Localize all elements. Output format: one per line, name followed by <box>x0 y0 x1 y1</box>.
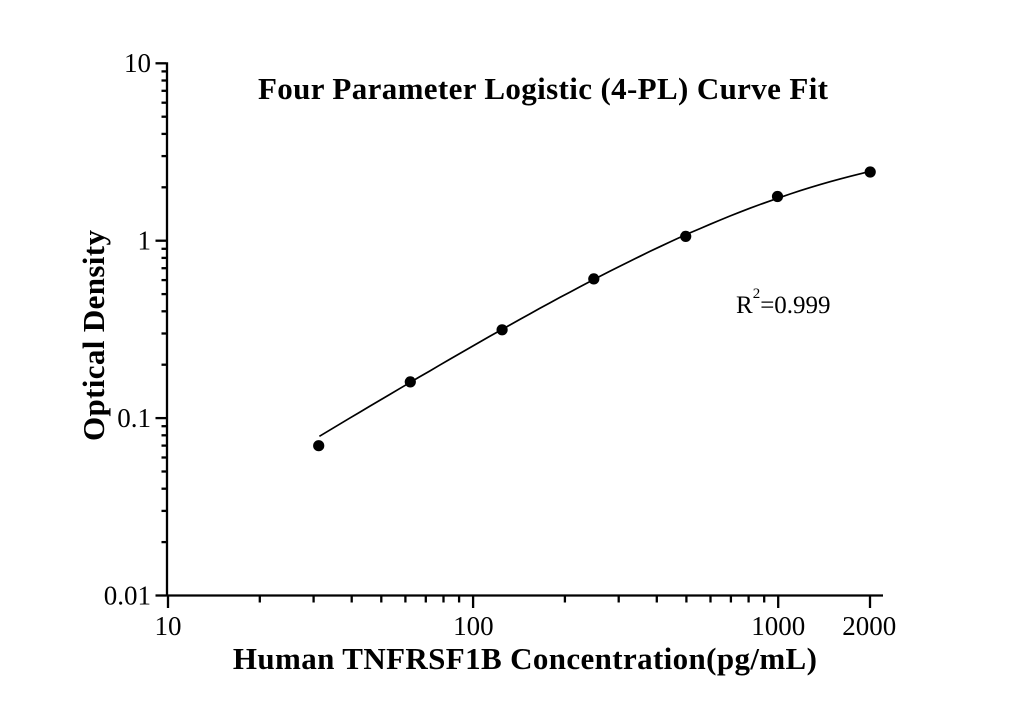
svg-text:R2=0.999: R2=0.999 <box>736 286 831 319</box>
svg-text:Optical Density: Optical Density <box>76 230 111 442</box>
svg-text:Four Parameter Logistic (4-PL): Four Parameter Logistic (4-PL) Curve Fit <box>258 71 829 106</box>
svg-text:Human TNFRSF1B Concentration(p: Human TNFRSF1B Concentration(pg/mL) <box>233 641 817 676</box>
svg-text:10: 10 <box>124 48 151 78</box>
svg-text:1000: 1000 <box>751 611 805 641</box>
svg-text:100: 100 <box>453 611 494 641</box>
svg-text:10: 10 <box>155 611 182 641</box>
svg-text:0.1: 0.1 <box>117 403 151 433</box>
svg-text:1: 1 <box>138 226 152 256</box>
svg-text:2000: 2000 <box>842 611 896 641</box>
svg-text:0.01: 0.01 <box>104 580 151 610</box>
